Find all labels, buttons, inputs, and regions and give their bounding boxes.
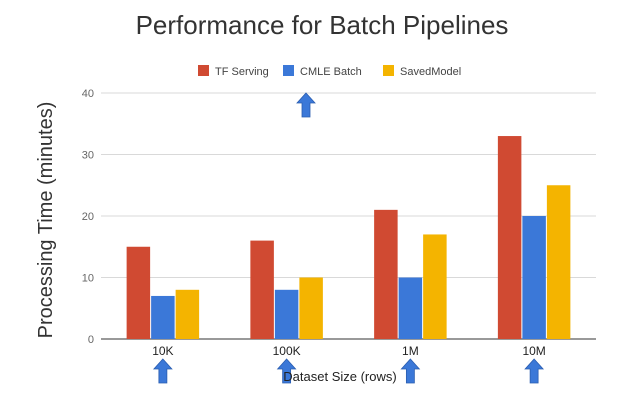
bar-cmle-batch-1m bbox=[398, 277, 423, 339]
bar-savedmodel-10k bbox=[175, 289, 200, 339]
bar-savedmodel-100k bbox=[299, 277, 323, 339]
up-arrow-icon bbox=[296, 92, 316, 118]
up-arrow-icon bbox=[276, 358, 297, 384]
legend-label-cmle-batch: CMLE Batch bbox=[300, 66, 362, 78]
bars bbox=[126, 136, 571, 339]
legend-label-tf-serving: TF Serving bbox=[215, 66, 269, 78]
legend-swatch-savedmodel bbox=[383, 65, 394, 76]
up-arrow-icon bbox=[152, 358, 173, 384]
y-axis: 0 10 20 30 40 bbox=[82, 88, 94, 346]
y-tick-label: 20 bbox=[82, 211, 94, 223]
bar-savedmodel-10m bbox=[546, 185, 571, 339]
bar-cmle-batch-10m bbox=[522, 216, 546, 339]
bar-savedmodel-1m bbox=[423, 234, 447, 339]
y-tick-label: 30 bbox=[82, 150, 94, 162]
annotation-arrows bbox=[152, 92, 545, 384]
x-tick-label: 100K bbox=[273, 344, 301, 358]
up-arrow-icon bbox=[400, 358, 421, 384]
x-axis-label: Dataset Size (rows) bbox=[283, 369, 396, 384]
up-arrow-icon bbox=[524, 358, 545, 384]
legend-swatch-cmle-batch bbox=[283, 65, 294, 76]
y-tick-label: 10 bbox=[82, 273, 94, 285]
bar-cmle-batch-100k bbox=[274, 289, 299, 339]
legend-swatch-tf-serving bbox=[198, 65, 209, 76]
x-tick-label: 10K bbox=[152, 344, 173, 358]
y-tick-label: 0 bbox=[88, 334, 94, 346]
bar-cmle-batch-10k bbox=[151, 295, 175, 339]
x-axis: 10K 100K 1M 10M bbox=[152, 344, 546, 358]
y-tick-label: 40 bbox=[82, 88, 94, 100]
bar-tf-serving-1m bbox=[374, 209, 398, 339]
legend: TF Serving CMLE Batch SavedModel bbox=[198, 65, 461, 78]
bar-tf-serving-10m bbox=[497, 136, 522, 339]
legend-label-savedmodel: SavedModel bbox=[400, 66, 461, 78]
y-axis-label: Processing Time (minutes) bbox=[35, 102, 57, 339]
grid bbox=[101, 92, 596, 340]
x-tick-label: 10M bbox=[522, 344, 545, 358]
bar-tf-serving-10k bbox=[126, 246, 151, 339]
bar-tf-serving-100k bbox=[250, 240, 274, 339]
x-tick-label: 1M bbox=[402, 344, 419, 358]
chart-title: Performance for Batch Pipelines bbox=[136, 10, 509, 40]
